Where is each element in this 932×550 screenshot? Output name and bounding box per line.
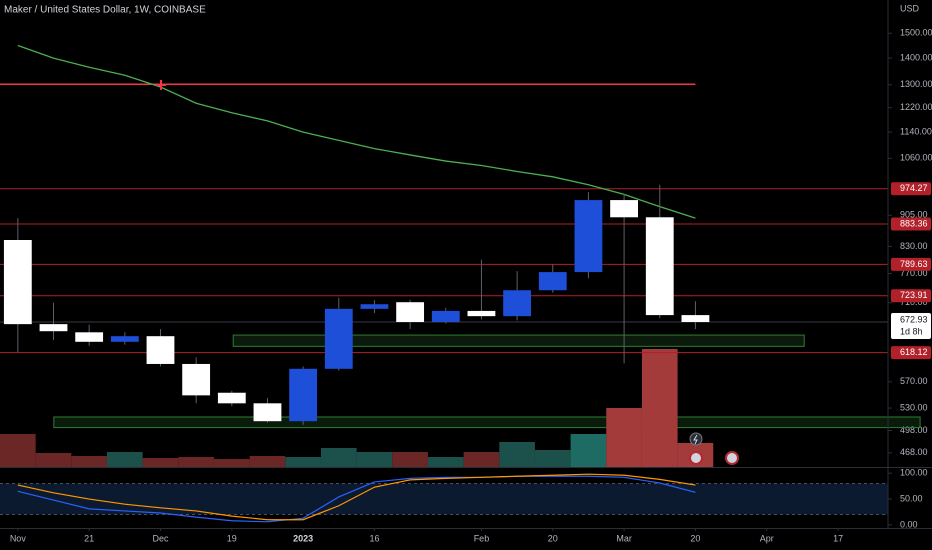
x-tick-label: Feb	[474, 533, 490, 543]
x-tick-label: 2023	[293, 533, 313, 543]
level-label-box	[891, 217, 931, 231]
level-label-box	[891, 182, 931, 196]
osc-y-tick-label: 100.00	[900, 468, 928, 478]
volume-bar	[285, 457, 321, 467]
volume-bar	[606, 408, 642, 467]
volume-bar	[641, 349, 678, 467]
y-tick-label: 770.00	[900, 268, 928, 278]
candle-body	[574, 200, 603, 273]
volume-bar	[320, 448, 357, 467]
volume-bar	[142, 458, 179, 467]
currency-label: USD	[900, 3, 920, 13]
candle-body	[396, 302, 425, 322]
level-label-box	[891, 346, 931, 360]
last-price-box	[891, 313, 931, 340]
y-tick-label: 468.00	[900, 447, 928, 457]
volume-bar	[249, 456, 286, 467]
y-tick-label: 1140.00	[900, 126, 932, 136]
chart-title: Maker / United States Dollar, 1W, COINBA…	[4, 5, 206, 16]
candle-body	[503, 290, 532, 317]
x-tick-label: Mar	[616, 533, 632, 543]
zone	[232, 334, 805, 347]
event-icon[interactable]	[689, 451, 703, 465]
osc-y-tick-label: 0.00	[900, 519, 918, 529]
candle-body	[75, 332, 104, 342]
event-icon[interactable]	[725, 451, 739, 465]
y-tick-label: 530.00	[900, 402, 928, 412]
volume-bar	[570, 434, 607, 467]
volume-bar	[427, 457, 464, 467]
event-icons	[689, 432, 739, 465]
x-tick-label: 19	[227, 533, 237, 543]
level-label: 883.36	[900, 218, 928, 228]
volume-bar	[178, 457, 214, 467]
x-tick-label: Apr	[760, 533, 774, 543]
x-tick-label: Dec	[152, 533, 169, 543]
x-tick-label: Nov	[10, 533, 27, 543]
candle-body	[39, 324, 68, 332]
candle-body	[681, 315, 710, 322]
level-label-box	[891, 257, 931, 271]
candle-body	[431, 310, 460, 322]
last-price-label: 672.93	[900, 314, 928, 324]
x-tick-label: 17	[833, 533, 843, 543]
candle-body	[110, 336, 139, 342]
x-tick-label: 16	[369, 533, 379, 543]
y-tick-label: 830.00	[900, 241, 928, 251]
y-tick-label: 1060.00	[900, 153, 932, 163]
zone	[53, 416, 921, 429]
volume-bar	[213, 459, 250, 467]
lightning-glyph	[693, 434, 698, 445]
y-tick-label: 1220.00	[900, 102, 932, 112]
countdown-label: 1d 8h	[900, 326, 923, 336]
osc-y-tick-label: 50.00	[900, 493, 923, 503]
volume-bar	[392, 452, 428, 467]
volume-bar	[35, 453, 72, 467]
volume-bar	[71, 456, 107, 467]
candle-body	[253, 403, 282, 422]
x-tick-label: 20	[690, 533, 700, 543]
volume-bar	[106, 452, 143, 467]
volume-bar	[463, 452, 500, 467]
moving-average	[17, 44, 696, 219]
candle-body	[360, 304, 389, 309]
candle-body	[538, 272, 567, 291]
volume-bar	[534, 450, 571, 467]
event-icon[interactable]	[689, 432, 703, 446]
candle-body	[146, 336, 175, 364]
volume-bar	[499, 442, 535, 467]
candle-body	[645, 217, 674, 316]
x-tick-label: 21	[84, 533, 94, 543]
candle-body	[610, 200, 639, 218]
y-tick-label: 498.00	[900, 425, 928, 435]
y-tick-label: 905.00	[900, 210, 928, 220]
cursor-cross	[156, 80, 166, 90]
oscillator-line	[17, 475, 696, 523]
y-tick-label: 1400.00	[900, 52, 932, 62]
candle-body	[217, 392, 246, 404]
oscillator-band	[0, 483, 888, 515]
y-tick-label: 1300.00	[900, 79, 932, 89]
level-label: 723.91	[900, 290, 928, 300]
level-label: 789.63	[900, 259, 928, 269]
volume-bar	[0, 434, 36, 467]
candle-body	[182, 363, 211, 396]
level-label: 974.27	[900, 183, 928, 193]
candle-body	[467, 310, 496, 317]
x-tick-label: 20	[548, 533, 558, 543]
level-label-box	[891, 289, 931, 303]
y-tick-label: 1500.00	[900, 28, 932, 38]
candle-body	[324, 308, 353, 369]
oscillator-line	[17, 473, 696, 521]
y-tick-label: 570.00	[900, 376, 928, 386]
plot-layer: 1500.00 1400.00 1300.00 1220.00 1140.00 1060.…	[0, 28, 932, 543]
level-label: 618.12	[900, 347, 928, 357]
candle-body	[3, 239, 32, 325]
volume-bar	[356, 452, 393, 467]
candle-body	[289, 368, 318, 422]
